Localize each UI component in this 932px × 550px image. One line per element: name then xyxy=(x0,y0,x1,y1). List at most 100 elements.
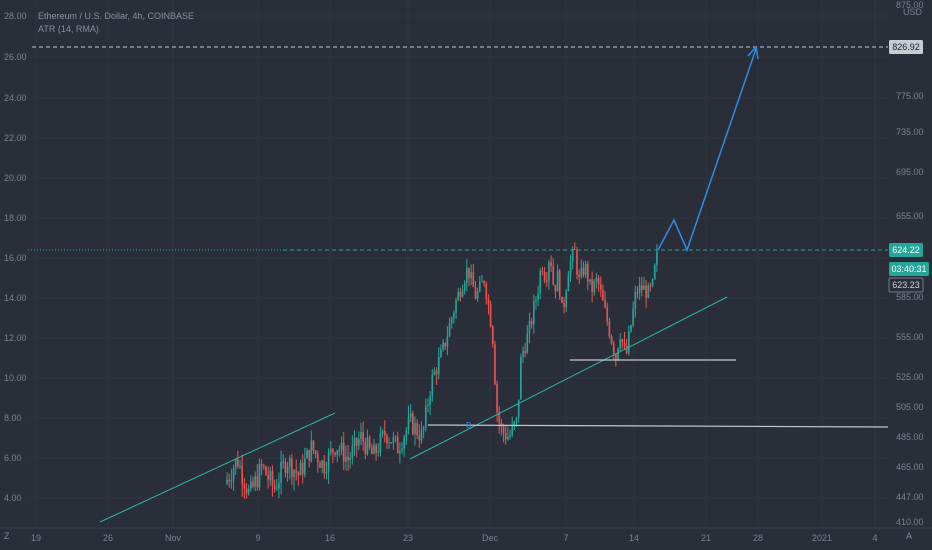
candle-body xyxy=(625,345,628,353)
price-badges: 826.92 624.22 03:40:31 623.23 xyxy=(888,40,929,293)
candle-body xyxy=(230,480,233,482)
candle-body xyxy=(245,488,248,494)
candle-body xyxy=(630,325,632,332)
candle-body xyxy=(517,399,520,418)
left-axis: 28.00 26.00 24.00 22.00 20.00 18.00 16.00 14.00… xyxy=(4,11,27,503)
left-axis-tick-label: 24.00 xyxy=(4,93,27,103)
chart-drawings: B xyxy=(28,45,889,523)
candle-body xyxy=(345,456,347,462)
right-axis-tick-label: 695.00 xyxy=(896,167,924,177)
candle-body xyxy=(347,456,349,460)
candle-body xyxy=(278,482,280,489)
time-axis-tick-label: 26 xyxy=(103,533,113,543)
right-axis-tick-label: 525.00 xyxy=(896,372,924,382)
candle-body xyxy=(643,285,645,290)
candle-body xyxy=(569,261,572,276)
left-axis-tick-label: 12.00 xyxy=(4,333,27,343)
candle-body xyxy=(351,446,354,458)
candles xyxy=(226,242,658,499)
candle-body xyxy=(262,465,265,467)
channel-trendline xyxy=(99,412,336,523)
candle-body xyxy=(548,262,550,282)
candle-body xyxy=(442,342,444,350)
candle-body xyxy=(241,465,244,484)
candle-body xyxy=(394,436,397,438)
candle-body xyxy=(414,423,416,435)
candle-body xyxy=(580,267,583,277)
candle-body xyxy=(239,465,241,467)
timezone-corner-label[interactable]: Z xyxy=(4,531,10,541)
candle-body xyxy=(476,291,479,299)
indicator-label[interactable]: ATR (14, RMA) xyxy=(38,24,99,34)
time-axis-tick-label: 2021 xyxy=(812,533,832,543)
symbol-title[interactable]: Ethereum / U.S. Dollar, 4h, COINBASE xyxy=(38,11,195,21)
time-axis-tick-label: 9 xyxy=(255,533,260,543)
candle-body xyxy=(390,442,393,444)
candle-body xyxy=(353,437,356,447)
candle-body xyxy=(647,285,650,298)
candle-body xyxy=(526,333,529,354)
candle-body xyxy=(487,299,490,305)
candle-body xyxy=(325,471,328,474)
left-axis-tick-label: 10.00 xyxy=(4,373,27,383)
candle-body xyxy=(392,437,395,444)
candle-body xyxy=(299,462,302,476)
candle-body xyxy=(574,248,576,250)
candle-body xyxy=(524,351,526,354)
price-badge-label: 623.23 xyxy=(892,280,920,290)
candle-body xyxy=(364,442,367,454)
time-axis-tick-label: 14 xyxy=(629,533,639,543)
candle-body xyxy=(593,281,596,293)
candle-body xyxy=(532,301,535,325)
candle-body xyxy=(399,450,401,454)
projection-path xyxy=(657,48,757,253)
candle-body xyxy=(265,466,267,476)
time-axis-tick-label: 23 xyxy=(403,533,413,543)
candle-body xyxy=(297,472,300,476)
candle-body xyxy=(602,290,604,301)
candle-body xyxy=(599,284,602,291)
candle-body xyxy=(312,440,315,451)
candle-body xyxy=(336,450,339,455)
candle-body xyxy=(429,395,431,406)
time-axis-tick-label: 7 xyxy=(563,533,568,543)
candle-body xyxy=(498,412,501,424)
chart-legend: Ethereum / U.S. Dollar, 4h, COINBASE ATR… xyxy=(38,10,194,36)
candle-body xyxy=(250,481,252,489)
time-axis-tick-label: 21 xyxy=(701,533,711,543)
left-axis-tick-label: 20.00 xyxy=(4,173,27,183)
candle-body xyxy=(632,308,634,326)
candle-body xyxy=(405,429,408,438)
candle-body xyxy=(440,349,442,357)
candle-body xyxy=(522,351,524,358)
left-axis-tick-label: 18.00 xyxy=(4,213,27,223)
auto-scale-label[interactable]: A xyxy=(906,531,913,541)
candle-body xyxy=(571,248,574,262)
right-axis-tick-label: 505.00 xyxy=(896,402,924,412)
candle-body xyxy=(316,454,319,463)
candle-body xyxy=(461,290,464,297)
candle-body xyxy=(541,270,544,272)
candle-body xyxy=(422,427,425,430)
right-axis-unit-label: USD xyxy=(903,7,923,17)
candle-body xyxy=(470,272,472,279)
candle-body xyxy=(545,281,548,283)
candle-body xyxy=(474,286,477,299)
candle-body xyxy=(332,448,334,453)
right-axis-tick-label: 465.00 xyxy=(896,462,924,472)
candle-body xyxy=(254,476,256,487)
candle-body xyxy=(640,285,643,290)
candle-body xyxy=(550,262,552,267)
candle-body xyxy=(403,437,406,449)
candle-body xyxy=(243,483,246,489)
candle-body xyxy=(340,442,343,450)
left-axis-tick-label: 28.00 xyxy=(4,11,27,21)
candle-body xyxy=(537,292,539,300)
candle-body xyxy=(457,292,460,301)
candle-body xyxy=(567,275,570,292)
candle-body xyxy=(424,405,427,428)
candle-body xyxy=(377,451,380,453)
candle-body xyxy=(329,448,332,453)
price-badge-prev xyxy=(888,277,924,293)
